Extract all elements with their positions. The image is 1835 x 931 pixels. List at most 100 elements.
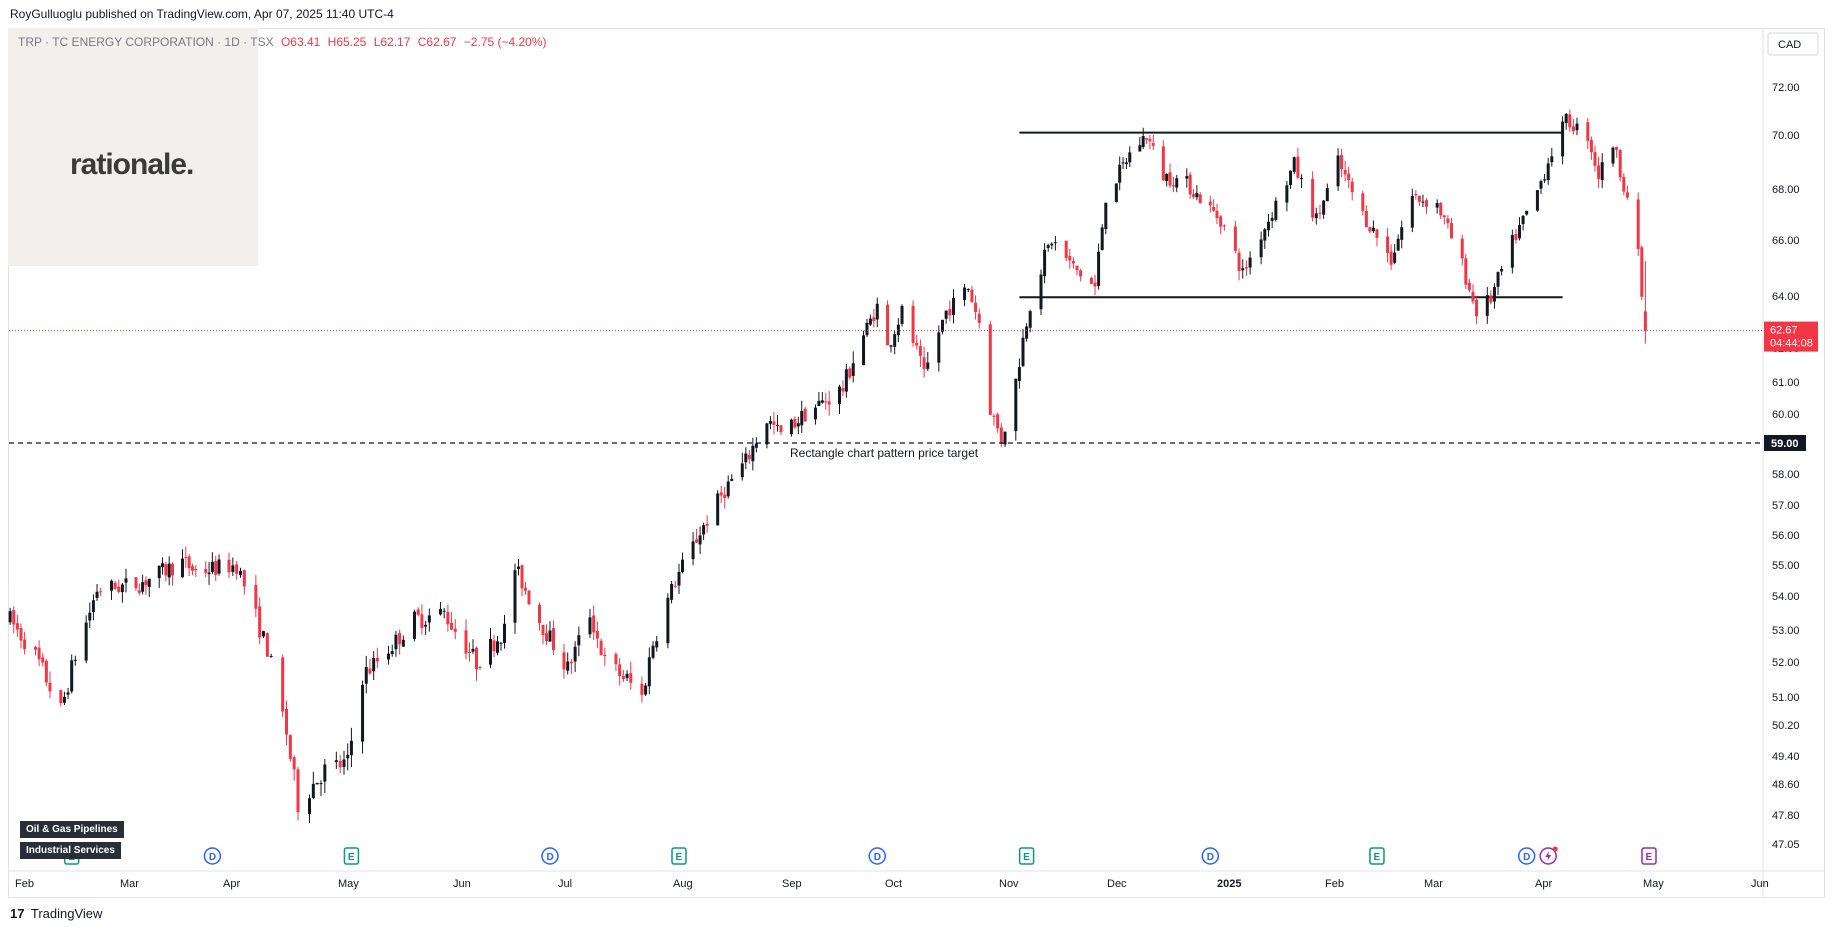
- dividend-marker[interactable]: D: [1517, 847, 1536, 865]
- candle[interactable]: [1396, 234, 1400, 251]
- candle[interactable]: [723, 486, 727, 509]
- candle[interactable]: [970, 285, 974, 303]
- candle[interactable]: [644, 682, 648, 696]
- candle[interactable]: [940, 319, 944, 335]
- candle[interactable]: [1212, 199, 1216, 212]
- earnings-marker[interactable]: E: [1018, 847, 1035, 865]
- candle[interactable]: [204, 561, 208, 578]
- candle[interactable]: [315, 782, 319, 785]
- candle[interactable]: [1615, 146, 1619, 158]
- candle[interactable]: [187, 553, 191, 576]
- candle[interactable]: [1500, 265, 1504, 276]
- candle[interactable]: [308, 794, 311, 823]
- candle[interactable]: [779, 424, 783, 435]
- candle[interactable]: [1148, 135, 1152, 150]
- candle[interactable]: [865, 318, 869, 338]
- candle[interactable]: [113, 581, 117, 590]
- candle[interactable]: [577, 626, 581, 657]
- candle[interactable]: [442, 608, 446, 619]
- earnings-marker[interactable]: E: [1641, 847, 1657, 865]
- candle[interactable]: [1568, 109, 1572, 132]
- candle[interactable]: [922, 346, 926, 378]
- candle[interactable]: [1336, 148, 1340, 191]
- candle[interactable]: [1248, 251, 1252, 275]
- candle[interactable]: [1274, 197, 1278, 222]
- candle[interactable]: [416, 607, 420, 617]
- candle[interactable]: [1564, 113, 1568, 130]
- candle[interactable]: [1124, 157, 1128, 170]
- candle[interactable]: [210, 552, 214, 575]
- candle[interactable]: [1471, 284, 1475, 305]
- candle[interactable]: [1151, 134, 1155, 150]
- candle[interactable]: [48, 671, 52, 699]
- candle[interactable]: [1233, 220, 1237, 254]
- candle[interactable]: [599, 638, 603, 656]
- candle[interactable]: [562, 643, 566, 679]
- candle[interactable]: [817, 392, 821, 407]
- candle[interactable]: [730, 474, 734, 482]
- candle[interactable]: [911, 300, 915, 347]
- candle[interactable]: [1625, 185, 1629, 200]
- candle[interactable]: [862, 330, 866, 366]
- candle[interactable]: [1171, 176, 1175, 193]
- candle[interactable]: [744, 447, 748, 470]
- candle[interactable]: [705, 515, 709, 533]
- candle[interactable]: [655, 635, 659, 652]
- candle[interactable]: [1539, 179, 1543, 195]
- candle[interactable]: [1571, 119, 1575, 135]
- candle[interactable]: [1192, 188, 1196, 199]
- candle[interactable]: [1039, 269, 1043, 315]
- candle[interactable]: [838, 384, 841, 414]
- candle[interactable]: [603, 647, 607, 666]
- candle[interactable]: [496, 636, 499, 656]
- candle[interactable]: [398, 629, 402, 655]
- candle[interactable]: [110, 579, 114, 600]
- candle[interactable]: [338, 754, 342, 774]
- candle[interactable]: [427, 608, 431, 632]
- candle[interactable]: [254, 575, 258, 617]
- candle[interactable]: [141, 574, 145, 595]
- candle[interactable]: [1400, 220, 1404, 249]
- candle[interactable]: [868, 314, 872, 326]
- candle[interactable]: [1421, 194, 1425, 208]
- candle[interactable]: [117, 579, 121, 594]
- candle[interactable]: [988, 320, 992, 416]
- candle[interactable]: [848, 366, 852, 380]
- tradingview-footer[interactable]: 17 TradingView: [10, 906, 102, 921]
- dividend-marker[interactable]: D: [541, 847, 559, 865]
- candle[interactable]: [1510, 229, 1514, 274]
- candle[interactable]: [1489, 290, 1493, 305]
- candle[interactable]: [311, 771, 315, 799]
- candle[interactable]: [677, 563, 681, 595]
- candle[interactable]: [621, 669, 625, 683]
- candle[interactable]: [740, 452, 744, 481]
- candle[interactable]: [285, 700, 288, 746]
- dividend-marker[interactable]: D: [868, 847, 887, 865]
- candle[interactable]: [394, 631, 398, 657]
- candle[interactable]: [803, 406, 807, 422]
- candle[interactable]: [368, 659, 372, 675]
- candle[interactable]: [977, 308, 981, 329]
- dividend-marker[interactable]: D: [203, 847, 222, 865]
- candle[interactable]: [37, 640, 41, 667]
- candle[interactable]: [793, 416, 797, 429]
- candle[interactable]: [1322, 200, 1326, 219]
- candle[interactable]: [1241, 259, 1245, 279]
- candle[interactable]: [996, 412, 1000, 433]
- candle[interactable]: [124, 568, 128, 593]
- candle[interactable]: [334, 751, 338, 770]
- candle[interactable]: [889, 344, 893, 353]
- candle[interactable]: [1424, 198, 1428, 214]
- candle[interactable]: [569, 658, 573, 675]
- candle[interactable]: [1300, 174, 1304, 189]
- candle[interactable]: [1492, 283, 1496, 309]
- candle[interactable]: [23, 631, 27, 655]
- candle[interactable]: [900, 304, 904, 327]
- candle[interactable]: [147, 578, 151, 597]
- candle[interactable]: [775, 414, 779, 432]
- candle[interactable]: [288, 734, 292, 762]
- candle[interactable]: [475, 646, 478, 681]
- candle[interactable]: [489, 628, 492, 669]
- candle[interactable]: [666, 593, 670, 649]
- candle[interactable]: [207, 562, 211, 585]
